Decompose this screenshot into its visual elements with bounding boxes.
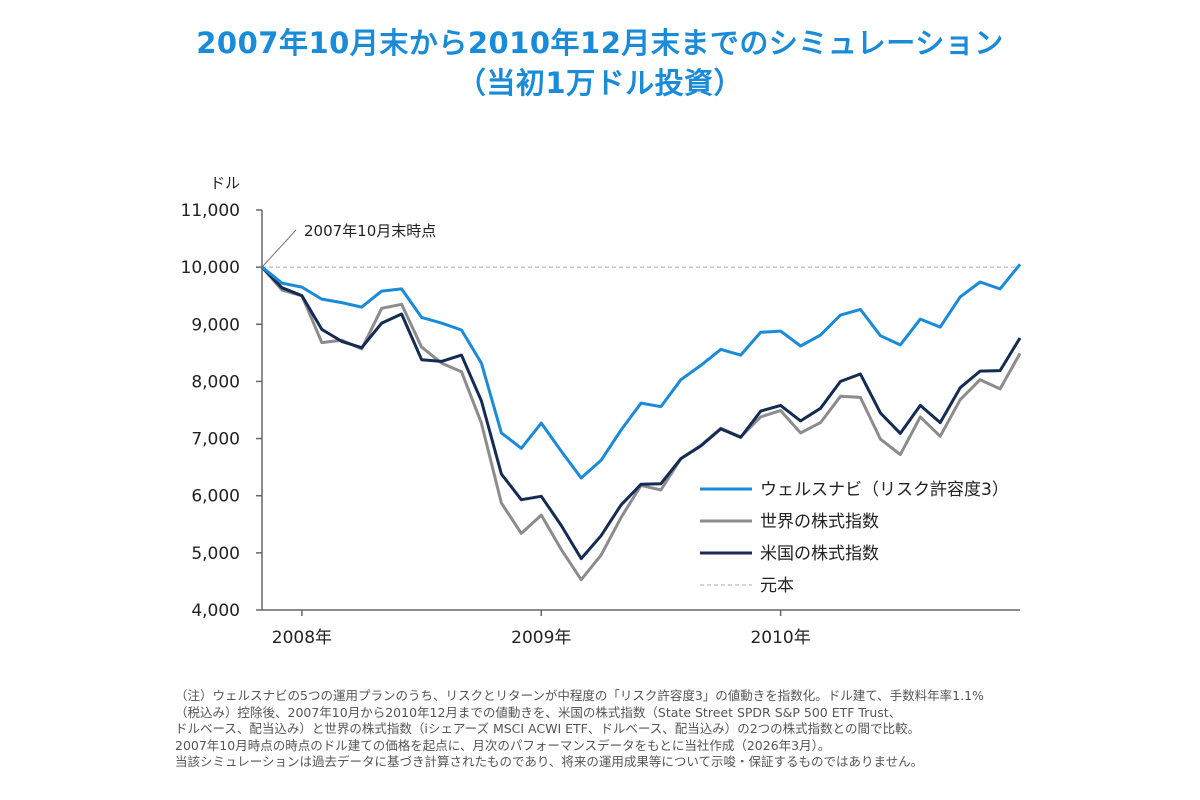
y-axis-label: ドル	[210, 174, 240, 192]
y-tick-label: 7,000	[191, 430, 240, 450]
x-tick-label: 2009年	[511, 628, 571, 648]
y-tick-label: 6,000	[191, 487, 240, 507]
series-line	[260, 266, 1022, 561]
annotation-leader	[261, 229, 297, 268]
chart-title-line2: （当初1万ドル投資）	[456, 66, 744, 100]
y-tick-label: 5,000	[191, 544, 240, 564]
legend-label: 世界の株式指数	[760, 512, 879, 532]
chart-title-line1: 2007年10月末から2010年12月末までのシミュレーション	[196, 26, 1004, 60]
y-tick-label: 11,000	[181, 201, 240, 221]
y-tick-label: 8,000	[191, 372, 240, 392]
y-tick-label: 10,000	[181, 258, 240, 278]
footnote-line: （税込み）控除後、2007年10月から2010年12月までの値動きを、米国の株式…	[175, 704, 902, 720]
line-chart: ドル 4,000 5,000 6,000 7,000 8,000 9,000 10,000 11…	[181, 174, 1022, 648]
footnotes: （注）ウェルスナビの5つの運用プランのうち、リスクとリターンが中程度の「リスク許…	[175, 688, 1055, 771]
x-tick-label: 2008年	[272, 628, 332, 648]
legend-label: 米国の株式指数	[760, 544, 879, 564]
annotation-label: 2007年10月末時点	[304, 222, 436, 240]
legend-label: ウェルスナビ（リスク許容度3）	[760, 480, 1009, 500]
series-line	[261, 263, 1022, 480]
footnote-line: 2007年10月時点の時点のドル建ての価格を起点に、月次のパフォーマンスデータを…	[175, 737, 831, 753]
y-tick-label: 4,000	[191, 601, 240, 621]
legend-label: 元本	[760, 576, 794, 596]
footnote-line: （注）ウェルスナビの5つの運用プランのうち、リスクとリターンが中程度の「リスク許…	[175, 688, 984, 703]
x-tick-label: 2010年	[750, 628, 810, 648]
footnote-line: 当該シミュレーションは過去データに基づき計算されたものであり、将来の運用成果等に…	[175, 754, 924, 769]
y-tick-label: 9,000	[191, 315, 240, 335]
footnote-line: ドルベース、配当込み）と世界の株式指数（iシェアーズ MSCI ACWI ETF…	[175, 721, 921, 736]
